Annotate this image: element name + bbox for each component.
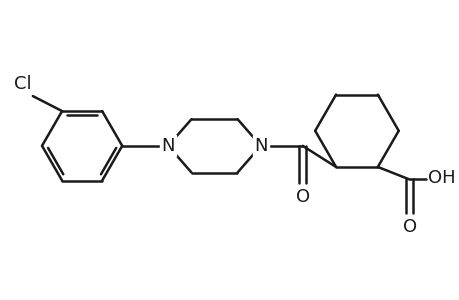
Text: N: N (161, 137, 174, 155)
Text: O: O (402, 218, 416, 236)
Text: O: O (295, 188, 309, 206)
Text: Cl: Cl (14, 75, 32, 93)
Text: N: N (253, 137, 267, 155)
Text: OH: OH (427, 169, 454, 187)
